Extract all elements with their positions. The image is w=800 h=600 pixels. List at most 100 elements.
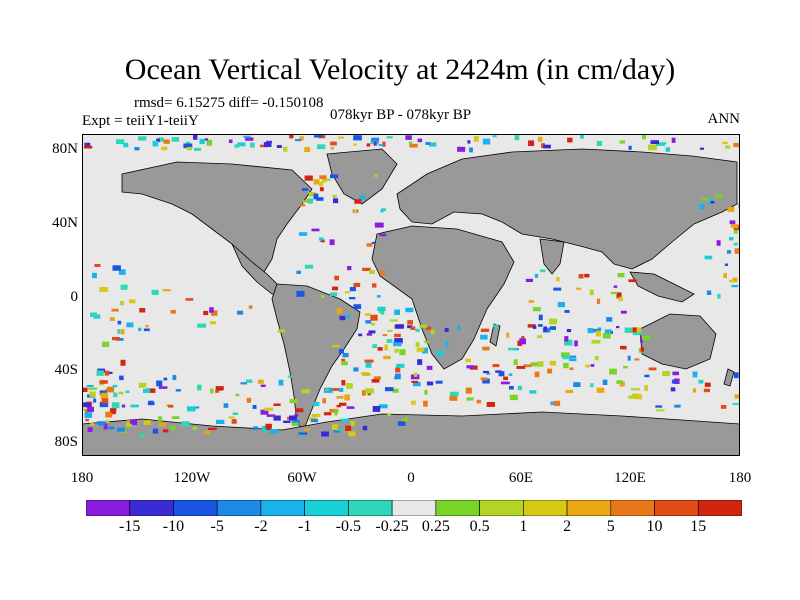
anomaly-cell <box>332 424 339 430</box>
colorbar-tick-label: -1 <box>297 518 312 535</box>
anomaly-cell <box>565 389 574 394</box>
anomaly-cell <box>562 355 569 360</box>
anomaly-cell <box>671 137 676 143</box>
anomaly-cell <box>476 399 482 404</box>
anomaly-cell <box>204 138 209 141</box>
anomaly-cell <box>369 270 375 275</box>
anomaly-cell <box>631 388 640 391</box>
anomaly-cell <box>313 193 319 200</box>
anomaly-cell <box>105 419 110 423</box>
anomaly-cell <box>334 409 338 416</box>
anomaly-cell <box>301 200 307 203</box>
anomaly-cell <box>151 289 159 295</box>
anomaly-cell <box>94 264 101 267</box>
anomaly-cell <box>362 267 371 271</box>
anomaly-cell <box>266 140 272 143</box>
anomaly-cell <box>541 143 545 148</box>
anomaly-cell <box>566 329 572 333</box>
anomaly-cell <box>655 409 665 412</box>
anomaly-cell <box>319 181 324 187</box>
anomaly-cell <box>223 403 229 408</box>
anomaly-cell <box>508 373 513 376</box>
anomaly-cell <box>299 136 304 141</box>
anomaly-cell <box>277 329 285 333</box>
anomaly-cell <box>704 255 713 260</box>
anomaly-cell <box>140 433 145 438</box>
anomaly-cell <box>457 325 461 331</box>
anomaly-cell <box>734 372 739 379</box>
anomaly-cell <box>703 388 710 393</box>
anomaly-cell <box>610 291 618 295</box>
anomaly-cell <box>413 382 421 387</box>
anomaly-cell <box>186 146 192 151</box>
anomaly-cell <box>119 300 124 306</box>
anomaly-cell <box>250 142 255 148</box>
colorbar-tick-label: 0.5 <box>469 518 490 535</box>
anomaly-cell <box>130 404 139 408</box>
anomaly-cell <box>152 428 159 434</box>
anomaly-cell <box>547 368 553 374</box>
anomaly-cell <box>211 310 218 316</box>
anomaly-cell <box>273 403 281 406</box>
anomaly-cell <box>528 300 535 303</box>
anomaly-cell <box>329 239 335 246</box>
anomaly-cell <box>197 384 202 391</box>
anomaly-cell <box>560 352 570 358</box>
land-masses <box>82 148 740 456</box>
anomaly-cell <box>377 347 383 351</box>
anomaly-cell <box>374 222 384 228</box>
anomaly-cell <box>121 404 126 408</box>
anomaly-cell <box>325 388 329 391</box>
anomaly-cell <box>437 350 444 357</box>
anomaly-cell <box>85 418 89 422</box>
anomaly-cell <box>113 392 118 398</box>
anomaly-cell <box>330 141 337 146</box>
anomaly-cell <box>536 335 543 339</box>
anomaly-cell <box>86 385 94 387</box>
anomaly-cell <box>143 420 151 425</box>
anomaly-cell <box>397 421 406 426</box>
anomaly-cell <box>509 394 518 401</box>
anomaly-cell <box>590 383 594 388</box>
anomaly-cell <box>93 398 97 403</box>
anomaly-cell <box>291 422 299 426</box>
anomaly-cell <box>729 220 736 225</box>
anomaly-cell <box>187 406 196 412</box>
anomaly-cell <box>548 318 558 325</box>
anomaly-cell <box>373 141 377 146</box>
anomaly-cell <box>733 230 738 234</box>
anomaly-cell <box>126 322 134 328</box>
anomaly-cell <box>237 142 246 147</box>
anomaly-cell <box>722 141 728 145</box>
anomaly-cell <box>158 137 164 142</box>
anomaly-cell <box>336 396 344 399</box>
anomaly-cell <box>606 317 613 322</box>
new-zealand <box>723 368 735 387</box>
anomaly-cell <box>333 427 341 433</box>
anomaly-cell <box>259 144 268 148</box>
anomaly-cell <box>340 418 349 422</box>
anomaly-cell <box>319 237 324 241</box>
anomaly-cell <box>532 325 537 329</box>
anomaly-cell <box>158 386 168 389</box>
anomaly-cell <box>407 325 413 329</box>
anomaly-cell <box>330 146 335 150</box>
anomaly-cell <box>374 174 378 177</box>
anomaly-cell <box>717 293 721 299</box>
anomaly-cell <box>337 307 343 314</box>
lon-label-0: 0 <box>407 470 415 486</box>
anomaly-cell <box>513 359 518 366</box>
anomaly-cell <box>644 385 648 391</box>
anomaly-cell <box>392 388 399 393</box>
anomaly-cell <box>143 388 151 393</box>
anomaly-cell <box>553 400 561 406</box>
anomaly-cell <box>525 278 533 282</box>
anomaly-cell <box>99 401 109 408</box>
anomaly-cell <box>395 324 404 329</box>
anomaly-cell <box>125 390 130 394</box>
anomaly-cell <box>145 324 149 328</box>
anomaly-cell <box>283 420 291 423</box>
anomaly-cell <box>573 382 581 387</box>
anomaly-cell <box>602 333 611 339</box>
anomaly-cell <box>445 341 449 348</box>
